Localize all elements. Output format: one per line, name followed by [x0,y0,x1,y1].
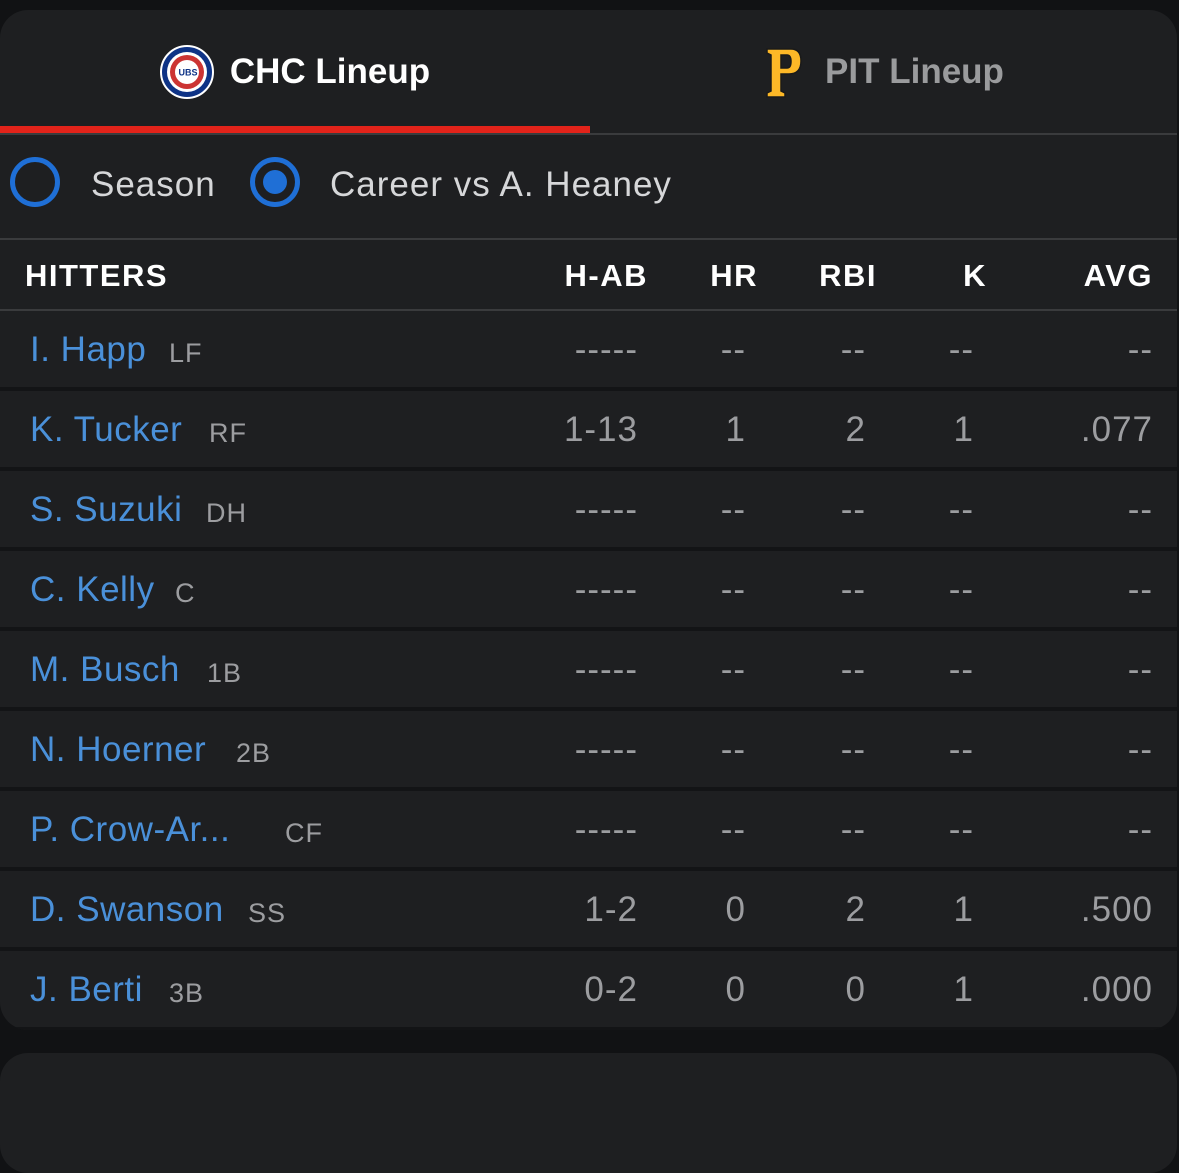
player-position: DH [206,498,247,528]
stat-k: 1 [953,890,974,929]
tab-pit-label: PIT Lineup [825,51,1004,91]
stat-hr: -- [720,570,746,609]
stat-hab: ----- [574,330,638,369]
stat-avg: .000 [1080,970,1153,1009]
stat-hr: -- [720,810,746,849]
stat-rbi: 2 [845,410,866,449]
stat-hab: ----- [574,730,638,769]
season-radio[interactable] [10,157,60,207]
player-position: 1B [207,658,243,688]
table-row[interactable]: P. Crow-Ar... CF ----- -- -- -- -- [0,791,1177,871]
stat-rbi: -- [840,330,866,369]
player-name-link[interactable]: P. Crow-Ar... [30,810,231,849]
stats-scope-toggle: Season Career vs A. Heaney [0,135,1177,240]
cubs-logo-icon: UBS [159,44,214,99]
player-position: RF [209,418,247,448]
career-radio-label[interactable]: Career vs A. Heaney [330,165,672,204]
stat-k: -- [948,730,974,769]
header-rbi: RBI [819,258,877,293]
stat-k: -- [948,490,974,529]
table-header: HITTERS H-AB HR RBI K AVG [0,240,1177,311]
stat-hr: -- [720,490,746,529]
stat-hab: ----- [574,490,638,529]
stat-avg: -- [1127,730,1153,769]
tab-chc-lineup[interactable]: UBS CHC Lineup [0,10,590,133]
player-name-link[interactable]: D. Swanson [30,890,224,929]
active-tab-indicator [0,126,590,133]
stat-hr: 0 [725,890,746,929]
stat-avg: -- [1127,650,1153,689]
player-name-link[interactable]: C. Kelly [30,570,155,609]
table-row[interactable]: C. Kelly C ----- -- -- -- -- [0,551,1177,631]
header-hab: H-AB [564,258,648,293]
stat-k: 1 [953,970,974,1009]
player-position: 2B [236,738,272,768]
player-name-link[interactable]: N. Hoerner [30,730,207,769]
cubs-logo-text: UBS [178,67,197,77]
stat-rbi: 2 [845,890,866,929]
stat-rbi: -- [840,810,866,849]
stat-rbi: -- [840,570,866,609]
table-row[interactable]: I. Happ LF ----- -- -- -- -- [0,311,1177,391]
header-avg: AVG [1083,258,1153,293]
stat-k: -- [948,330,974,369]
player-name-link[interactable]: I. Happ [30,330,147,369]
player-name-link[interactable]: K. Tucker [30,410,183,449]
tab-pit-lineup[interactable]: PIT Lineup [590,10,1177,133]
table-row[interactable]: D. Swanson SS 1-2 0 2 1 .500 [0,871,1177,951]
pirates-logo-icon [766,47,802,98]
player-position: SS [248,898,287,928]
table-row[interactable]: N. Hoerner 2B ----- -- -- -- -- [0,711,1177,791]
player-name-link[interactable]: J. Berti [30,970,143,1009]
tab-chc-label: CHC Lineup [229,51,431,91]
player-name-link[interactable]: S. Suzuki [30,490,183,529]
stat-hr: -- [720,730,746,769]
stat-avg: -- [1127,810,1153,849]
stat-avg: -- [1127,330,1153,369]
stat-rbi: -- [840,730,866,769]
table-row[interactable]: J. Berti 3B 0-2 0 0 1 .000 [0,951,1177,1030]
stat-hr: -- [720,650,746,689]
stat-hr: 0 [725,970,746,1009]
stat-hr: -- [720,330,746,369]
stat-hr: 1 [725,410,746,449]
player-position: CF [285,818,323,848]
season-radio-label[interactable]: Season [91,165,216,204]
stat-hab: 1-2 [584,890,638,929]
stat-k: -- [948,570,974,609]
stat-hab: ----- [574,570,638,609]
table-row[interactable]: M. Busch 1B ----- -- -- -- -- [0,631,1177,711]
stat-avg: .077 [1080,410,1153,449]
stat-avg: .500 [1080,890,1153,929]
stat-rbi: 0 [845,970,866,1009]
stat-k: -- [948,810,974,849]
stat-rbi: -- [840,490,866,529]
header-hr: HR [710,258,758,293]
stat-hab: ----- [574,810,638,849]
stat-rbi: -- [840,650,866,689]
player-position: 3B [169,978,205,1008]
lineup-tabs: UBS CHC Lineup PIT Lineup [0,10,1177,135]
header-k: K [963,258,987,293]
header-hitters: HITTERS [25,258,169,293]
stat-k: -- [948,650,974,689]
table-row[interactable]: S. Suzuki DH ----- -- -- -- -- [0,471,1177,551]
stat-hab: ----- [574,650,638,689]
player-position: LF [169,338,203,368]
lineup-card: UBS CHC Lineup PIT Lineup Season Career … [0,10,1177,1030]
career-radio[interactable] [250,157,300,207]
stat-avg: -- [1127,570,1153,609]
stat-avg: -- [1127,490,1153,529]
next-card [0,1053,1177,1173]
stat-hab: 0-2 [584,970,638,1009]
player-position: C [175,578,196,608]
stat-hab: 1-13 [563,410,638,449]
stat-k: 1 [953,410,974,449]
table-row[interactable]: K. Tucker RF 1-13 1 2 1 .077 [0,391,1177,471]
player-name-link[interactable]: M. Busch [30,650,180,689]
